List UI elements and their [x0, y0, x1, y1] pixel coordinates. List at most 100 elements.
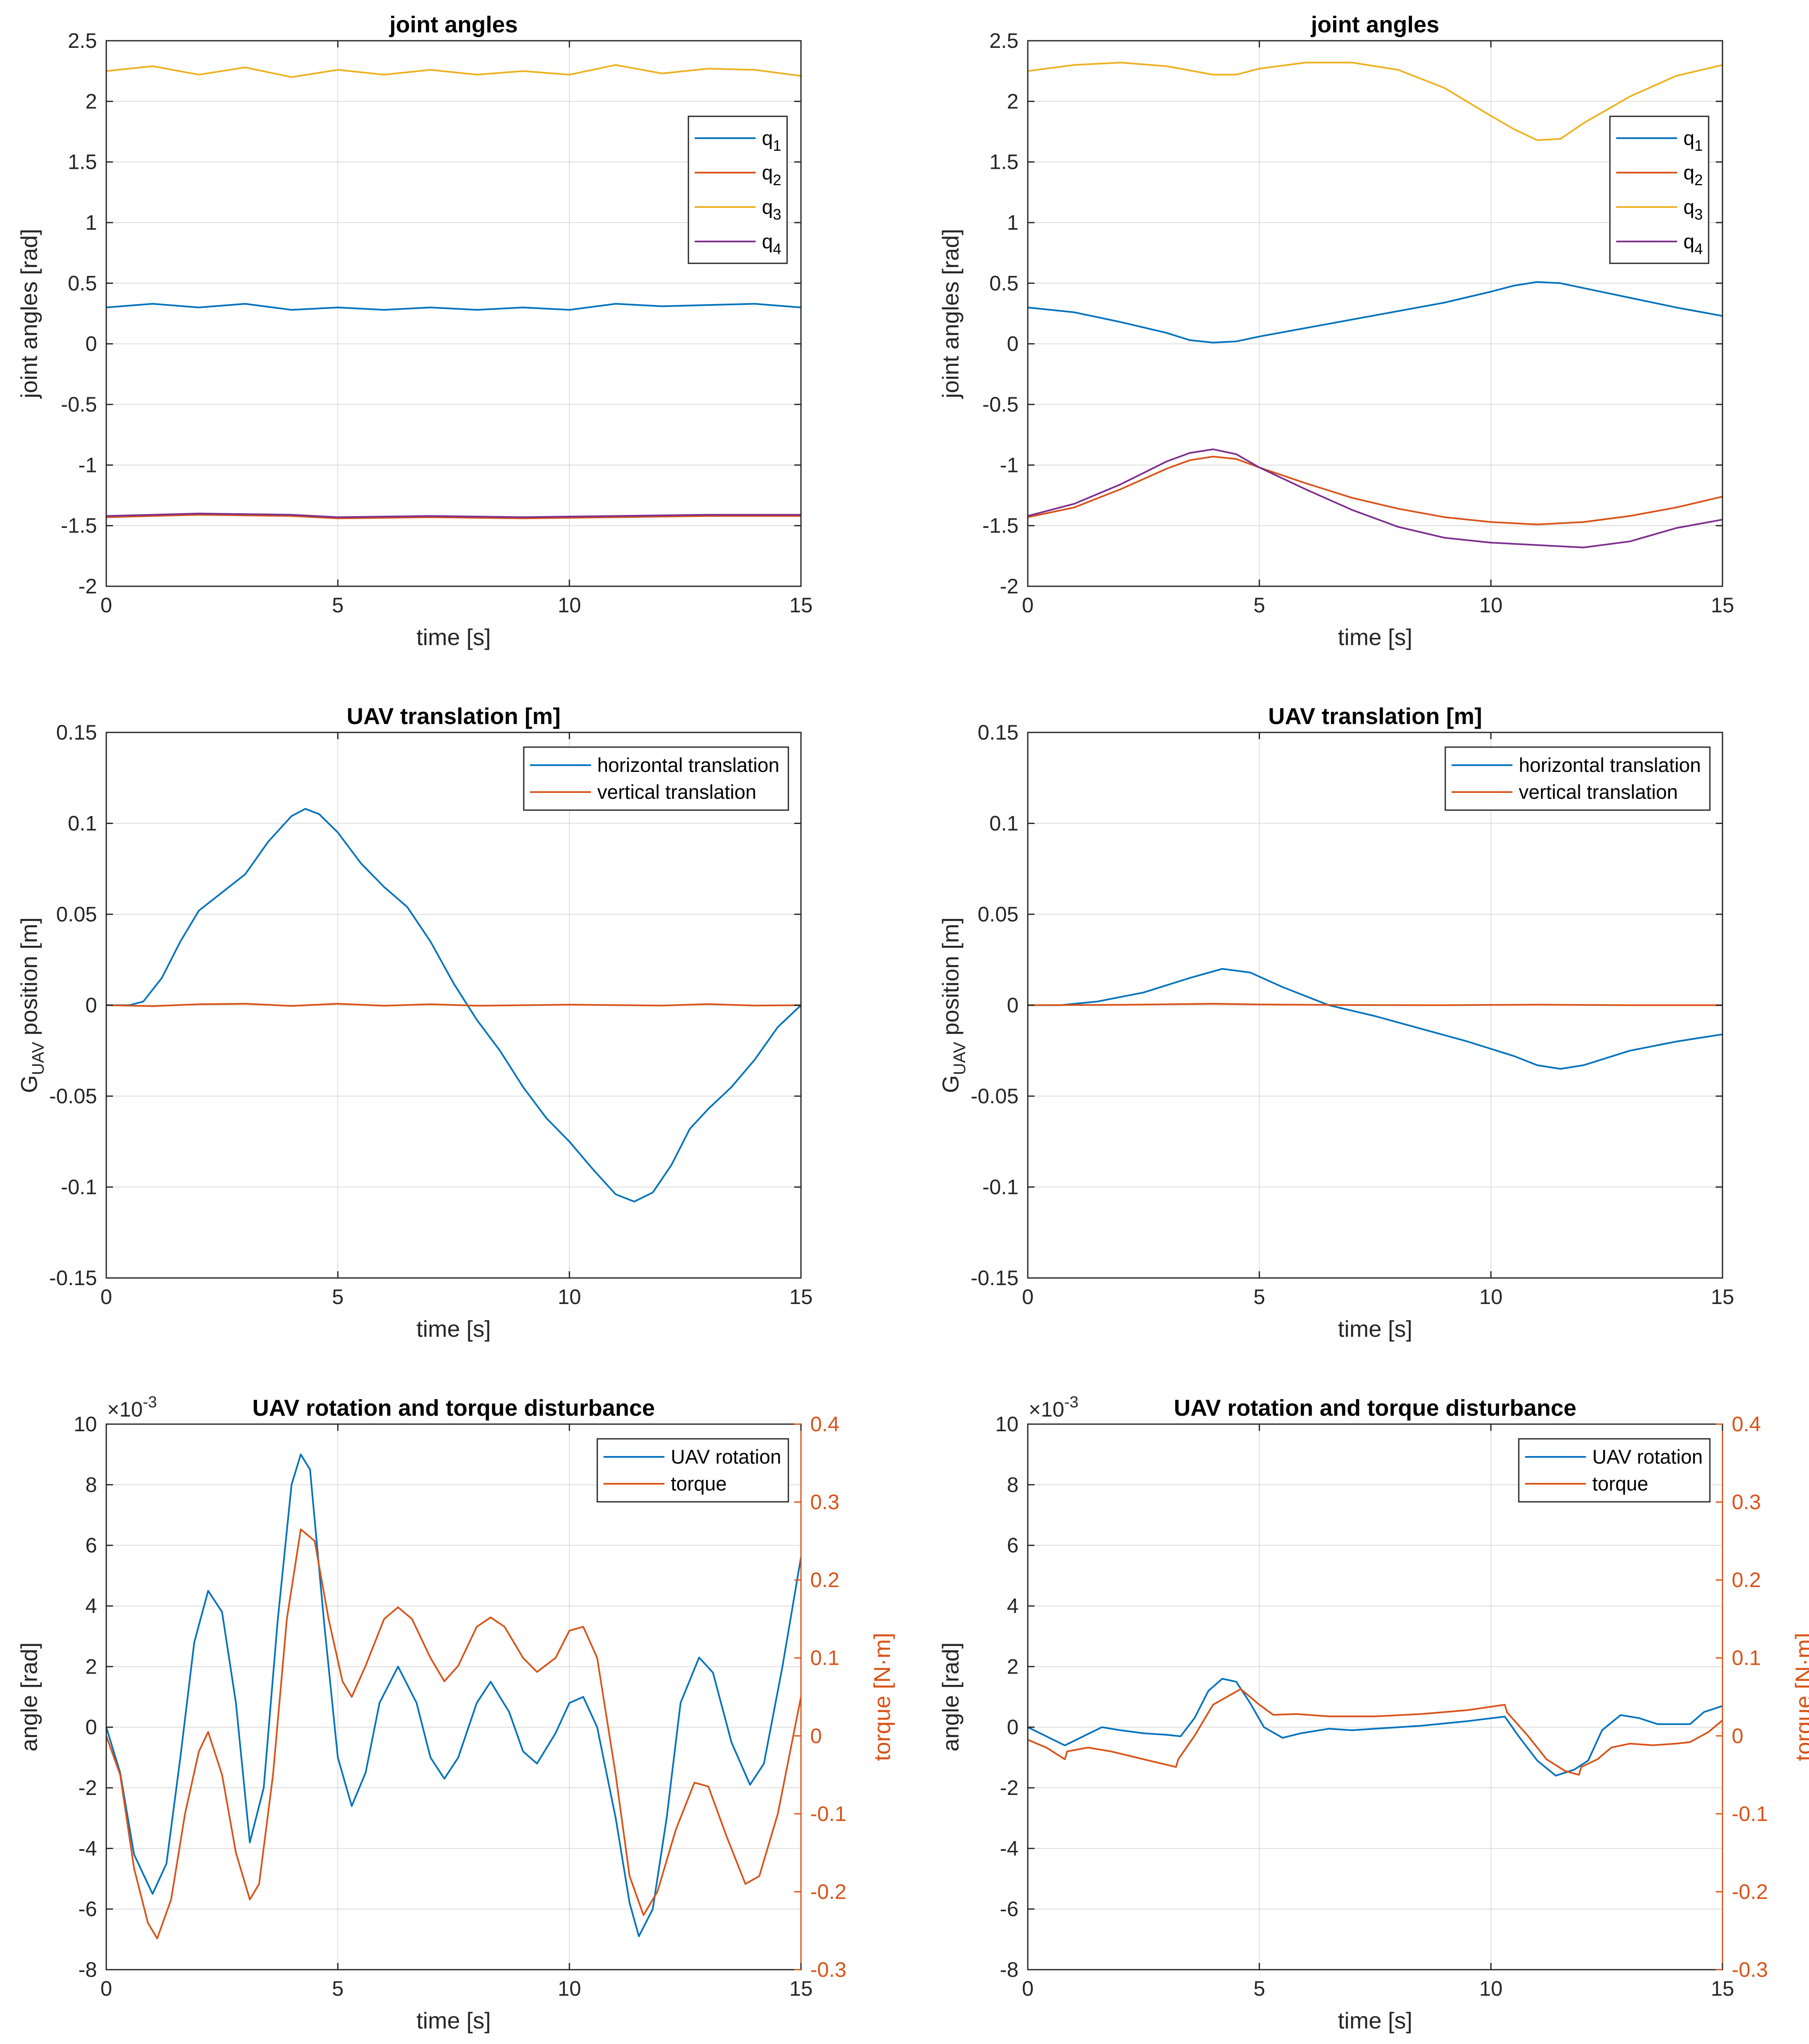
- y2-tick-label: -0.1: [810, 1802, 846, 1826]
- chart-bot-right: 0 5 10 15 -8 -6 -4 -2 0 2 4 6 8 10 -0.3 -0.2 -0.1 0 0.1 0.2…: [937, 1393, 1809, 2034]
- x-axis-label: time [s]: [1338, 1316, 1412, 1342]
- legend-entry: horizontal translation: [597, 754, 780, 776]
- y2-axis-label: torque [N·m]: [1791, 1633, 1809, 1761]
- legend: horizontal translation vertical translati…: [1444, 746, 1711, 811]
- chart-title: UAV rotation and torque disturbance: [252, 1395, 655, 1421]
- legend: UAV rotation torque: [596, 1438, 789, 1503]
- y-tick-label: 0.5: [989, 271, 1019, 295]
- legend-entry: UAV rotation: [671, 1446, 781, 1468]
- y-axis-label: GUAV position [m]: [16, 917, 47, 1093]
- y-tick-label: 2: [85, 89, 97, 113]
- chart-title: UAV translation [m]: [347, 703, 560, 729]
- y-tick-label: 0.05: [56, 903, 97, 926]
- y-tick-label: 0: [85, 1716, 97, 1739]
- y-tick-label: -6: [1000, 1897, 1019, 1921]
- series-line-torque: [1027, 1688, 1723, 1776]
- y-tick-label: 0.1: [989, 812, 1019, 835]
- chart-title: UAV rotation and torque disturbance: [1174, 1395, 1576, 1421]
- x-tick-label: 0: [100, 593, 112, 617]
- y-tick-label: 6: [85, 1534, 97, 1557]
- y2-tick-label: 0.4: [810, 1412, 840, 1436]
- series-line-torque: [105, 1528, 802, 1939]
- legend-entry: vertical translation: [597, 781, 756, 803]
- x-tick-label: 10: [558, 593, 581, 617]
- series-line-q2: [106, 514, 801, 520]
- x-tick-label: 0: [1022, 1285, 1034, 1309]
- legend-box: [1444, 746, 1711, 811]
- y-tick-label: 2.5: [989, 29, 1019, 52]
- x-tick-label: 0: [100, 1977, 112, 2000]
- x-tick-label: 5: [332, 1285, 344, 1309]
- y-tick-label: 0.1: [68, 812, 97, 835]
- plot-area: [1028, 1424, 1722, 1970]
- legend-entry: q4: [762, 230, 781, 257]
- series-line-q1: [1027, 281, 1723, 344]
- chart-top-left: 0 5 10 15 -2 -1.5 -1 -0.5 0 0.5 1 1.5 2 2.5 joint angl…: [16, 11, 813, 650]
- y-tick-label: -2: [79, 575, 97, 598]
- y-axis-label: joint angles [rad]: [937, 229, 964, 399]
- legend: horizontal translation vertical translati…: [523, 746, 789, 811]
- x-tick-label: 5: [1253, 1285, 1265, 1309]
- y-tick-label: -0.05: [971, 1084, 1019, 1108]
- x-tick-label: 5: [332, 593, 344, 617]
- series-line-uav-rotation: [105, 1454, 802, 1937]
- series-line-uav-rotation: [1027, 1678, 1723, 1777]
- y2-tick-label: 0: [1732, 1724, 1743, 1748]
- y-tick-label: 4: [1007, 1594, 1019, 1618]
- y-tick-label: -1: [79, 453, 97, 477]
- series-line-horizontal-translation: [106, 808, 802, 1203]
- y-tick-label: -8: [79, 1958, 97, 1981]
- y-tick-label: 2.5: [68, 29, 97, 52]
- y2-tick-label: 0.1: [1732, 1646, 1761, 1670]
- axes-box: [1027, 40, 1723, 587]
- y-tick-label: -0.15: [971, 1266, 1019, 1290]
- series-line-q1: [106, 303, 801, 311]
- legend-box: [596, 1438, 789, 1503]
- x-axis-label: time [s]: [1338, 2007, 1412, 2034]
- series-line-q3: [106, 64, 801, 78]
- legend-entry: horizontal translation: [1519, 754, 1701, 776]
- x-tick-label: 5: [1253, 1977, 1265, 2000]
- y-tick-label: 0: [1007, 994, 1019, 1017]
- plot-area: [106, 1424, 801, 1970]
- y-tick-label: 0.15: [978, 721, 1019, 744]
- y-tick-label: 1: [1007, 211, 1019, 234]
- legend-entry: torque: [671, 1472, 727, 1495]
- legend-box: [1518, 1438, 1711, 1503]
- series-line-vertical-translation: [106, 1003, 801, 1007]
- x-tick-label: 5: [1253, 593, 1265, 617]
- y2-axis-label: torque [N·m]: [869, 1633, 895, 1761]
- y-tick-label: 0.15: [56, 721, 97, 744]
- series-line-vertical-translation: [1027, 1003, 1722, 1006]
- y-tick-label: 10: [995, 1412, 1019, 1436]
- y-tick-label: 1: [85, 211, 97, 234]
- x-tick-label: 10: [558, 1285, 581, 1309]
- y-tick-label: -1.5: [982, 514, 1019, 538]
- x-axis-label: time [s]: [1338, 624, 1412, 650]
- x-tick-label: 10: [1479, 1285, 1503, 1309]
- legend-entry: vertical translation: [1519, 781, 1678, 803]
- chart-mid-right: 0 5 10 15 -0.15 -0.1 -0.05 0 0.05 0.1 0.15 UAV tran…: [937, 703, 1734, 1342]
- y-tick-label: 0: [85, 332, 97, 356]
- y-tick-label: 2: [1007, 1655, 1019, 1678]
- series-line-q4: [106, 512, 801, 518]
- y-tick-label: -2: [1000, 1776, 1019, 1800]
- series-line-horizontal-translation: [1028, 968, 1723, 1070]
- chart-bot-left: 0 5 10 15 -8 -6 -4 -2 0 2 4 6 8 10 -0.3 -0.2 -0.1 0 0.1 0.2…: [16, 1393, 895, 2034]
- y-tick-label: 2: [85, 1655, 97, 1678]
- y-tick-label: -0.05: [49, 1084, 97, 1108]
- x-tick-label: 0: [1022, 593, 1034, 617]
- series-line-q2: [1027, 456, 1723, 525]
- x-tick-label: 15: [789, 1285, 813, 1309]
- y-exponent-label: ×10-3: [1029, 1393, 1079, 1421]
- y-axis-label: angle [rad]: [16, 1643, 42, 1752]
- y2-tick-label: 0.2: [810, 1568, 840, 1592]
- series-line-q3: [1027, 62, 1723, 141]
- y-tick-label: -0.1: [982, 1175, 1019, 1199]
- y-axis-label: joint angles [rad]: [16, 229, 42, 399]
- y2-tick-label: 0.4: [1732, 1412, 1761, 1436]
- y-tick-label: 6: [1007, 1534, 1019, 1557]
- y-tick-label: 8: [85, 1473, 97, 1496]
